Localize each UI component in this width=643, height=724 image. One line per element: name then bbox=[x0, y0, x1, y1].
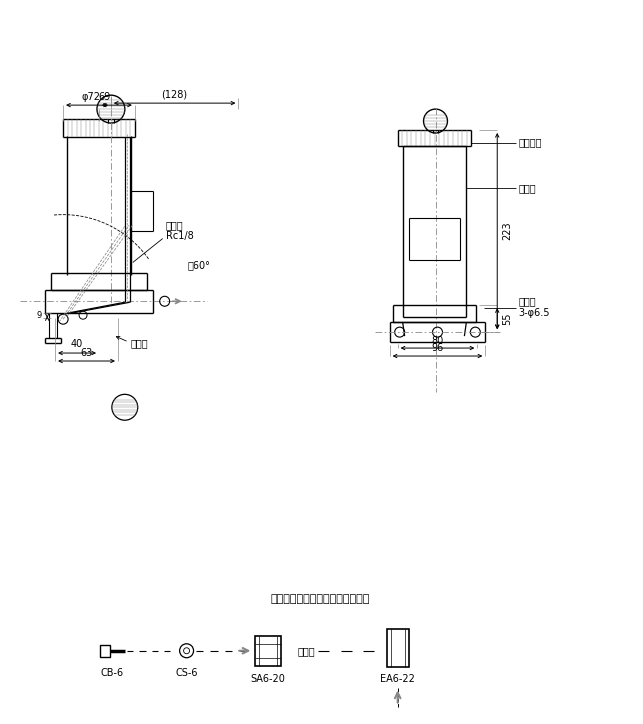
Text: 9: 9 bbox=[37, 311, 42, 320]
Text: キャップ: キャップ bbox=[518, 137, 541, 147]
Text: 吐出口
Rc1/8: 吐出口 Rc1/8 bbox=[166, 220, 194, 241]
Text: 55: 55 bbox=[502, 313, 512, 325]
Text: SA6-20: SA6-20 bbox=[251, 673, 285, 683]
Text: φ72: φ72 bbox=[82, 92, 100, 102]
Text: 絀60°: 絀60° bbox=[187, 261, 210, 271]
Text: 40: 40 bbox=[71, 339, 83, 349]
Bar bbox=[255, 636, 281, 665]
Text: 80: 80 bbox=[431, 336, 444, 346]
Text: レバー: レバー bbox=[131, 338, 149, 348]
Text: 吐出口に接続するための配管部品: 吐出口に接続するための配管部品 bbox=[270, 594, 370, 604]
Text: CB-6: CB-6 bbox=[100, 668, 123, 678]
Text: 223: 223 bbox=[502, 222, 512, 240]
Text: 63: 63 bbox=[80, 348, 93, 358]
Text: タンク: タンク bbox=[518, 182, 536, 193]
Bar bbox=[100, 645, 110, 657]
Text: EA6-22: EA6-22 bbox=[380, 673, 415, 683]
Bar bbox=[386, 629, 408, 667]
Text: 又は－: 又は－ bbox=[297, 646, 315, 656]
Text: 96: 96 bbox=[431, 343, 444, 353]
Text: 69: 69 bbox=[99, 92, 111, 102]
Text: (128): (128) bbox=[161, 89, 188, 99]
Text: 取付穴
3-φ6.5: 取付穴 3-φ6.5 bbox=[518, 296, 550, 318]
Text: CS-6: CS-6 bbox=[176, 668, 198, 678]
